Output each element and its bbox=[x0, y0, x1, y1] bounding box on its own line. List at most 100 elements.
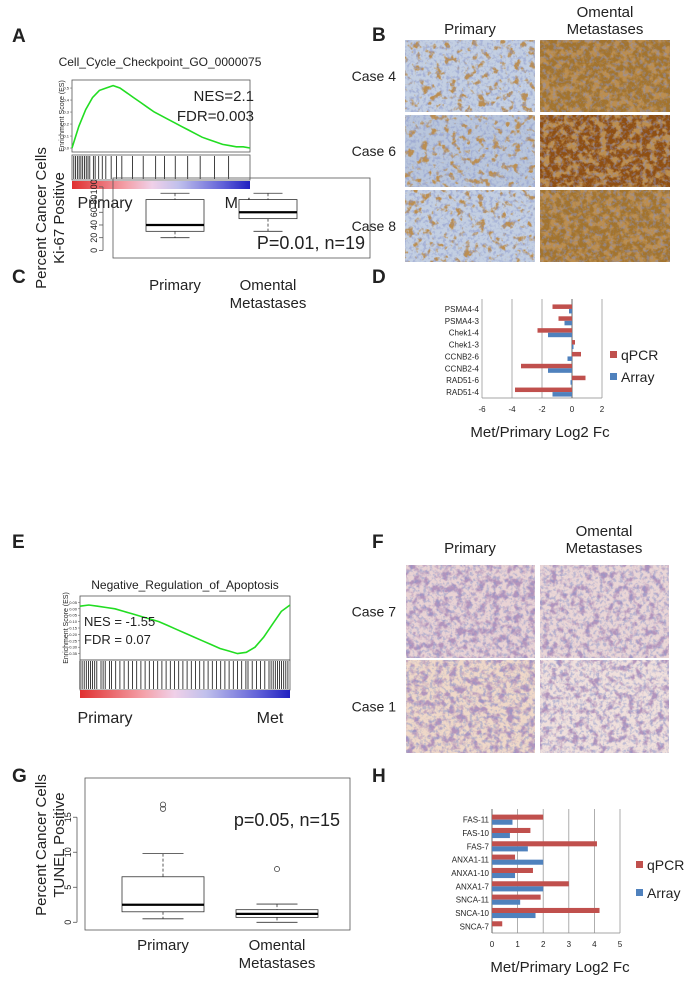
y-tick-label: 20 bbox=[89, 233, 99, 243]
bar bbox=[492, 814, 544, 820]
y-tick-label: FAS-11 bbox=[463, 816, 490, 825]
y-tick-label: ANXA1-11 bbox=[452, 856, 490, 865]
x-tick-label: 5 bbox=[618, 940, 623, 949]
micrograph-texture bbox=[406, 660, 535, 753]
micrograph-texture bbox=[406, 565, 535, 658]
bar bbox=[572, 375, 586, 381]
y-tick-label: -0.25 bbox=[68, 638, 78, 643]
column-label: Metastases bbox=[567, 21, 644, 38]
x-tick-label: 4 bbox=[592, 940, 597, 949]
legend-label: Array bbox=[621, 369, 654, 385]
bar bbox=[492, 886, 544, 892]
x-tick-label: Primary bbox=[149, 277, 201, 294]
legend-label: qPCR bbox=[647, 857, 684, 873]
micrograph-texture bbox=[540, 40, 670, 112]
x-tick-label: 0 bbox=[490, 940, 495, 949]
column-label: Omental bbox=[577, 4, 634, 21]
bar bbox=[492, 894, 541, 900]
y-tick-label: 0.4 bbox=[63, 98, 69, 103]
bar bbox=[569, 308, 572, 314]
outlier bbox=[159, 805, 166, 812]
annotation: P=0.01, n=19 bbox=[257, 233, 365, 253]
bar bbox=[492, 867, 533, 873]
bar bbox=[492, 913, 536, 919]
y-tick-label: 0.1 bbox=[63, 134, 69, 139]
legend-label: Array bbox=[647, 885, 680, 901]
bar bbox=[492, 854, 516, 860]
y-tick-label: 0.00 bbox=[69, 606, 78, 611]
outlier bbox=[273, 866, 280, 873]
bar bbox=[537, 328, 572, 333]
y-tick-label: 0.0 bbox=[63, 146, 69, 151]
bar bbox=[552, 392, 572, 397]
x-tick-label: 3 bbox=[567, 940, 572, 949]
panel-letter: E bbox=[12, 532, 25, 553]
y-tick-label: 0.3 bbox=[63, 110, 69, 115]
y-axis-label: TUNEL Positive bbox=[51, 792, 68, 897]
x-tick-label: Omental bbox=[249, 937, 306, 954]
y-tick-label: 60 bbox=[89, 207, 99, 217]
panel-letter: D bbox=[372, 267, 386, 288]
y-axis-label: Ki-67 Positive bbox=[51, 172, 68, 264]
micrograph-texture bbox=[405, 40, 535, 112]
hits-frame bbox=[71, 154, 251, 181]
x-tick-label: 0 bbox=[570, 405, 575, 414]
y-tick-label: ANXA1-7 bbox=[456, 882, 490, 891]
micrograph-texture bbox=[405, 115, 535, 187]
legend-swatch bbox=[610, 351, 617, 358]
x-end-label: Primary bbox=[77, 710, 132, 727]
micrograph-texture bbox=[540, 115, 670, 187]
panel-letter: C bbox=[12, 267, 26, 288]
panel-letter: G bbox=[12, 766, 27, 787]
y-tick-label: -0.20 bbox=[68, 632, 78, 637]
bar bbox=[521, 363, 572, 369]
bar bbox=[492, 881, 569, 887]
y-tick-label: ANXA1-10 bbox=[451, 869, 489, 878]
x-tick-label: Metastases bbox=[230, 295, 307, 312]
bar bbox=[548, 368, 572, 373]
es-curve bbox=[71, 84, 251, 149]
chart-title: Cell_Cycle_Checkpoint_GO_0000075 bbox=[59, 55, 262, 69]
column-label: Metastases bbox=[566, 540, 643, 557]
chart-title: Negative_Regulation_of_Apoptosis bbox=[91, 578, 278, 592]
column-label: Primary bbox=[444, 540, 496, 557]
micrograph-texture bbox=[540, 660, 669, 753]
x-axis-label: Met/Primary Log2 Fc bbox=[470, 424, 610, 441]
y-tick-label: -0.15 bbox=[68, 626, 78, 631]
annotation: p=0.05, n=15 bbox=[234, 810, 340, 830]
bar bbox=[492, 833, 510, 839]
bar bbox=[552, 304, 572, 309]
x-tick-label: Metastases bbox=[239, 955, 316, 972]
bar bbox=[492, 846, 528, 852]
column-label: Omental bbox=[576, 523, 633, 540]
x-end-label: Primary bbox=[77, 195, 132, 212]
y-tick-label: 0.05 bbox=[69, 600, 78, 605]
plot-frame bbox=[84, 777, 351, 931]
micrograph-texture bbox=[540, 190, 670, 262]
x-tick-label: 1 bbox=[515, 940, 520, 949]
bar bbox=[572, 340, 575, 345]
annotation: FDR=0.003 bbox=[177, 108, 254, 125]
panel-letter: B bbox=[372, 25, 386, 46]
y-tick-label: 15 bbox=[63, 812, 73, 822]
es-curve bbox=[79, 604, 291, 655]
y-tick-label: 0.5 bbox=[63, 86, 69, 91]
y-tick-label: SNCA-11 bbox=[456, 896, 490, 905]
y-axis-label: Percent Cancer Cells bbox=[33, 147, 50, 289]
rank-colorbar bbox=[80, 690, 290, 698]
y-tick-label: Chek1-4 bbox=[449, 329, 480, 338]
x-tick-label: -4 bbox=[508, 405, 516, 414]
plot-frame bbox=[71, 79, 251, 153]
row-label: Case 6 bbox=[352, 143, 397, 159]
panel-letter: H bbox=[372, 766, 386, 787]
y-tick-label: 0 bbox=[63, 920, 73, 925]
x-end-label: Met bbox=[257, 710, 284, 727]
y-tick-label: FAS-10 bbox=[462, 829, 489, 838]
x-axis-label: Met/Primary Log2 Fc bbox=[490, 959, 630, 976]
annotation: NES = -1.55 bbox=[84, 614, 155, 629]
y-tick-label: 80 bbox=[89, 195, 99, 205]
x-tick-label: Omental bbox=[240, 277, 297, 294]
bar bbox=[558, 316, 572, 321]
x-tick-label: 2 bbox=[541, 940, 546, 949]
